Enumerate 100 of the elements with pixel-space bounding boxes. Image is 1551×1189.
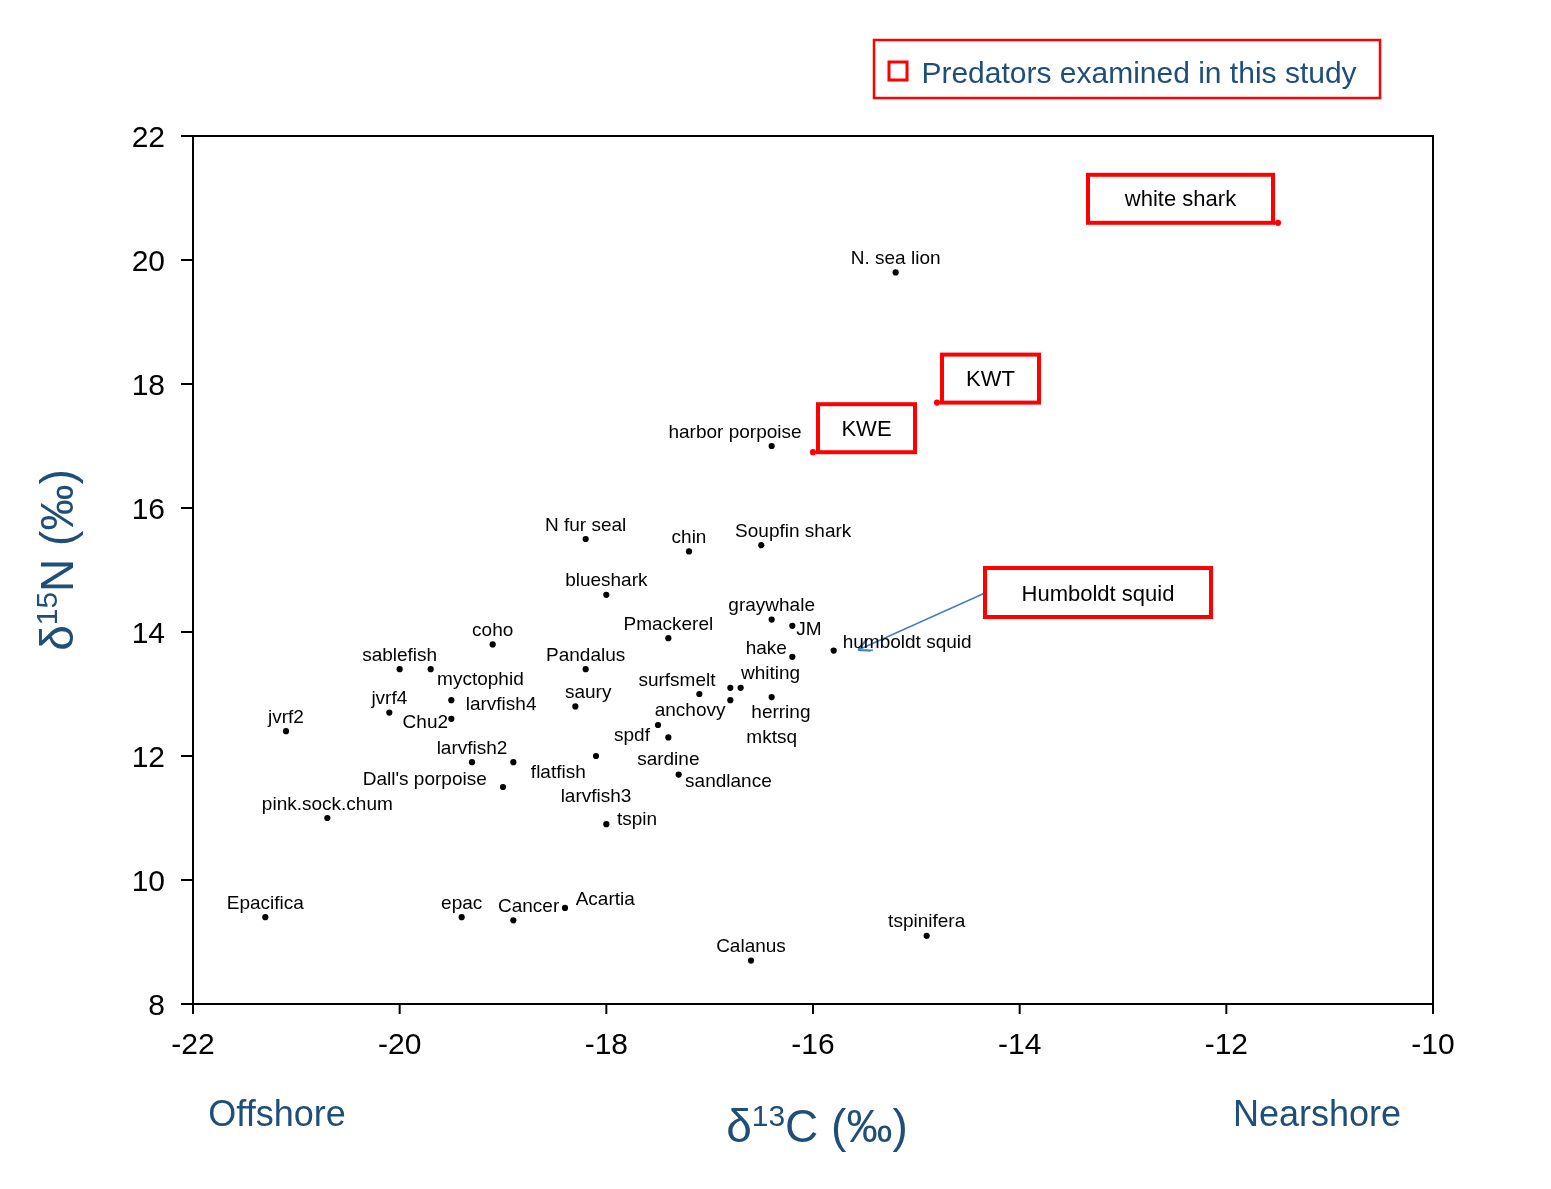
point [727, 684, 734, 691]
data-label: sardine [637, 747, 700, 769]
point [489, 641, 496, 648]
point [386, 709, 393, 716]
annotation: Humboldt squid [1021, 580, 1175, 606]
point [499, 783, 507, 791]
data-label: spdf [614, 723, 651, 745]
data-label: Dall's porpoise [362, 767, 487, 789]
data-label: tspinifera [888, 910, 966, 932]
text: Nearshore [1232, 1093, 1402, 1134]
point [561, 904, 569, 911]
point [603, 821, 610, 828]
point [262, 914, 269, 921]
point [768, 694, 775, 701]
point [768, 616, 775, 623]
point [789, 622, 796, 629]
point [448, 715, 455, 722]
data-label: anchovy [654, 698, 726, 720]
point [572, 703, 579, 710]
point [830, 647, 837, 654]
point [510, 759, 517, 766]
point [789, 653, 796, 660]
data-label: sablefish [362, 643, 438, 665]
point [396, 666, 403, 673]
point [582, 535, 589, 543]
point [468, 759, 476, 766]
point [933, 399, 941, 406]
data-label: N fur seal [545, 513, 627, 535]
data-label: Calanus [716, 935, 786, 957]
point [685, 548, 693, 555]
data-label: hake [745, 637, 787, 659]
x-tick-label: -22 [171, 1027, 215, 1060]
data-label: pink.sock.chum [261, 792, 393, 814]
x-axis-title: δ$^{13}$C (‰) [726, 1098, 908, 1152]
point [665, 635, 672, 642]
data-label: N. sea lion [850, 246, 941, 268]
data-label: Acartia [575, 888, 636, 910]
point [665, 734, 672, 741]
point [282, 728, 290, 735]
data-label: mktsq [746, 725, 798, 747]
y-tick-label: 14 [131, 615, 165, 649]
x-tick-label: -12 [1204, 1027, 1249, 1060]
point [809, 449, 817, 456]
point [582, 666, 589, 673]
data-label: Pandalus [546, 643, 626, 665]
x-tick-label: -20 [377, 1027, 422, 1060]
y-tick-label: 22 [131, 119, 165, 153]
data-label: KWE [841, 415, 892, 441]
data-label: Cancer [497, 894, 560, 916]
point [510, 917, 517, 924]
data-label: saury [564, 680, 612, 702]
data-label: herring [751, 701, 811, 723]
point [696, 690, 703, 698]
y-tick-label: 16 [131, 491, 165, 525]
data-label: flatfish [530, 760, 586, 782]
data-label: whiting [740, 662, 801, 684]
data-label: harbor porpoise [668, 420, 802, 442]
data-label: Soupfin shark [735, 519, 852, 541]
data-label: chin [671, 525, 707, 547]
point [747, 957, 755, 964]
y-tick-label: 20 [131, 243, 165, 277]
point [737, 684, 744, 691]
data-label: JM [796, 618, 822, 640]
point [448, 697, 455, 704]
y-tick-label: 18 [131, 367, 165, 401]
point [768, 442, 775, 450]
point [603, 591, 610, 598]
point [654, 721, 662, 729]
data-label: tspin [617, 807, 658, 829]
data-label: blueshark [565, 569, 649, 591]
data-label: Epacifica [226, 891, 305, 913]
legend-label: Predators examined in this study [921, 55, 1357, 89]
x-tick-label: -16 [791, 1027, 835, 1060]
data-label: graywhale [728, 594, 815, 616]
point [892, 269, 899, 276]
data-label: sandlance [685, 770, 772, 792]
data-label: larvfish3 [560, 784, 632, 806]
text: Offshore [208, 1093, 346, 1134]
point [427, 666, 434, 673]
point [758, 542, 765, 549]
x-tick-label: -18 [584, 1027, 629, 1060]
point [923, 932, 930, 939]
data-label: larvfish4 [465, 692, 537, 714]
point [592, 752, 600, 760]
y-tick-label: 12 [131, 739, 165, 773]
data-label: Pmackerel [623, 612, 714, 634]
x-tick-label: -10 [1411, 1027, 1455, 1060]
data-label: coho [472, 618, 514, 640]
data-label: KWT [966, 366, 1015, 392]
data-label: Chu2 [402, 711, 449, 733]
data-label: jvrf2 [267, 705, 304, 727]
y-tick-label: 10 [131, 863, 165, 897]
data-label: myctophid [437, 667, 524, 689]
data-label: surfsmelt [638, 668, 717, 690]
point [458, 914, 465, 921]
y-tick-label: 8 [148, 987, 165, 1021]
point [324, 814, 331, 822]
data-label: epac [441, 891, 483, 913]
data-label: jvrf4 [370, 687, 408, 709]
point [1274, 219, 1282, 226]
